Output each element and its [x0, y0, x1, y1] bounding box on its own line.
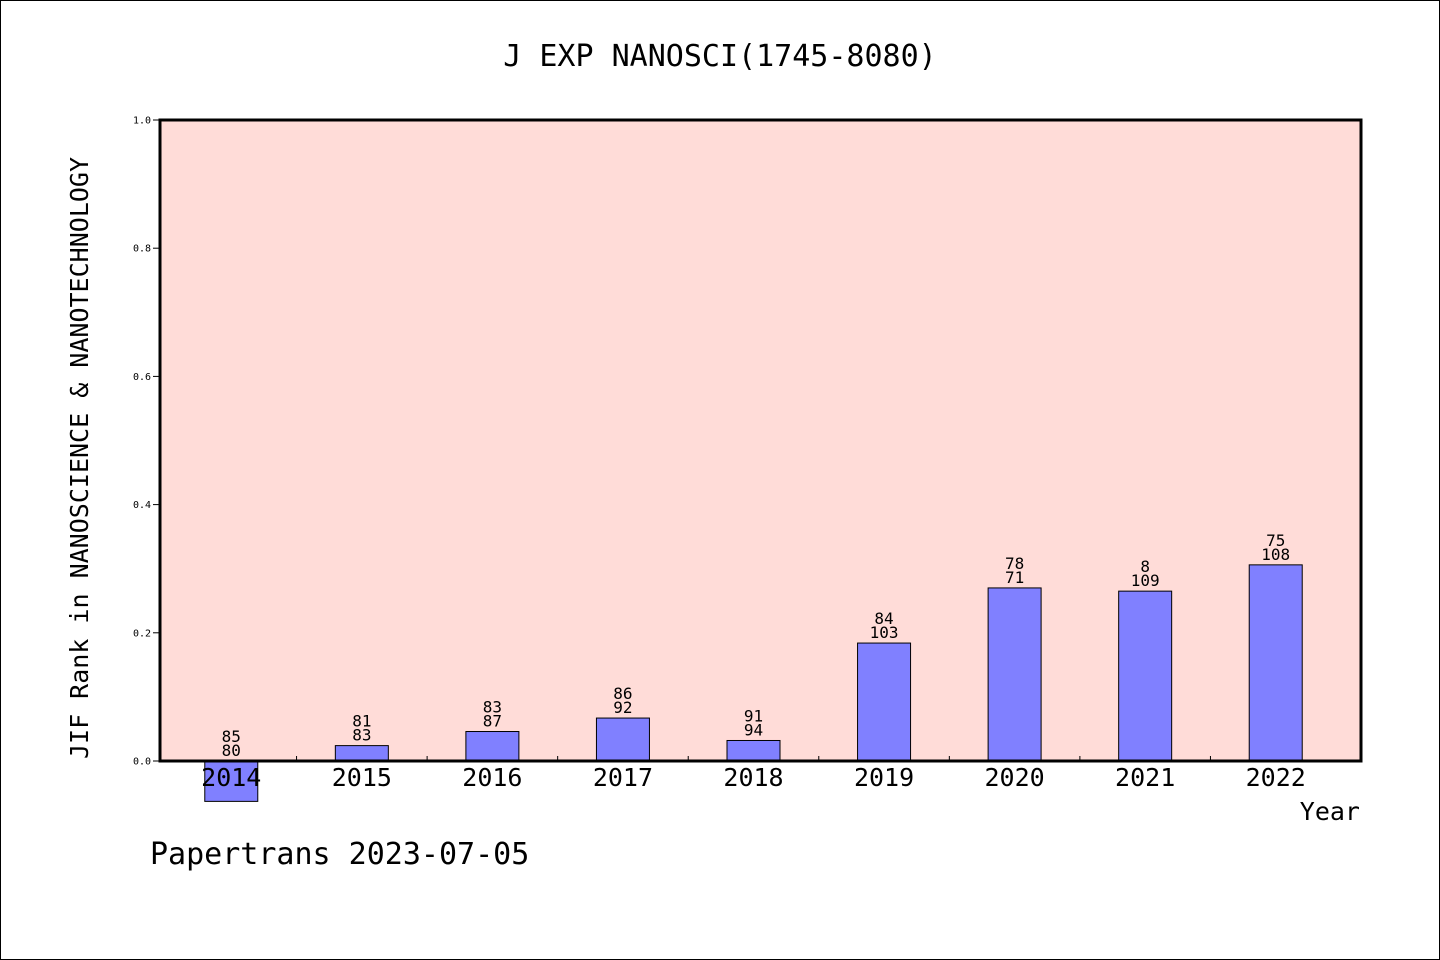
y-tick-label-0.2: 0.2: [133, 628, 151, 639]
data-label-bottom-2021: 109: [1131, 571, 1160, 590]
data-label-bottom-2014: 80: [222, 741, 241, 760]
data-label-bottom-2016: 87: [483, 712, 502, 731]
x-tick-label-2019: 2019: [854, 763, 914, 792]
x-tick-label-2018: 2018: [723, 763, 783, 792]
data-label-bottom-2019: 103: [870, 623, 899, 642]
data-label-bottom-2022: 108: [1261, 545, 1290, 564]
y-tick-label-1.0: 1.0: [133, 116, 151, 127]
bar-2021: [1118, 590, 1173, 762]
bar-2016: [465, 731, 520, 762]
data-label-bottom-2017: 92: [613, 698, 632, 717]
bar-2014: [204, 760, 259, 802]
data-label-bottom-2018: 94: [744, 720, 763, 739]
bar-2019: [857, 642, 912, 762]
bar-2022: [1248, 564, 1303, 762]
data-label-top-2016: 83: [483, 698, 502, 717]
plot-area: [160, 120, 1361, 761]
x-tick-label-2020: 2020: [985, 763, 1045, 792]
x-tick-label-2016: 2016: [462, 763, 522, 792]
footer-credit: Papertrans 2023-07-05: [150, 837, 529, 872]
bar-2015: [334, 745, 389, 762]
y-tick-label-0.0: 0.0: [133, 757, 151, 768]
y-axis-ticks: 0.0 0.2 0.4 0.6 0.8 1.0: [133, 116, 160, 768]
plot-border: [158, 118, 1363, 763]
y-tick-label-0.8: 0.8: [133, 244, 151, 255]
y-axis-label: JIF Rank in NANOSCIENCE & NANOTECHNOLOGY: [65, 157, 94, 759]
x-tick-label-2022: 2022: [1246, 763, 1306, 792]
x-tick-label-2014: 2014: [201, 763, 261, 792]
chart-title: J EXP NANOSCI(1745-8080): [503, 39, 936, 74]
data-label-top-2017: 86: [613, 684, 632, 703]
data-label-top-2020: 78: [1005, 554, 1024, 573]
data-label-top-2021: 8: [1140, 557, 1150, 576]
y-tick-label-0.4: 0.4: [133, 500, 151, 511]
bar-2020: [987, 587, 1042, 762]
x-tick-label-2017: 2017: [593, 763, 653, 792]
x-axis-ticks: 2014 2015 2016 2017 2018 2019 2020 2021 2022: [201, 756, 1306, 792]
y-tick-label-0.6: 0.6: [133, 372, 151, 383]
bar-2018: [726, 739, 781, 762]
data-label-bottom-2015: 83: [352, 726, 371, 745]
bars-group: [204, 564, 1303, 802]
data-label-top-2018: 91: [744, 706, 763, 725]
data-label-bottom-2020: 71: [1005, 568, 1024, 587]
bar-2017: [595, 717, 650, 762]
data-label-top-2019: 84: [874, 609, 893, 628]
data-label-top-2022: 75: [1266, 531, 1285, 550]
x-tick-label-2015: 2015: [332, 763, 392, 792]
data-label-top-2015: 81: [352, 712, 371, 731]
data-label-top-2014: 85: [222, 727, 241, 746]
x-axis-label: Year: [1300, 797, 1360, 826]
x-tick-label-2021: 2021: [1115, 763, 1175, 792]
